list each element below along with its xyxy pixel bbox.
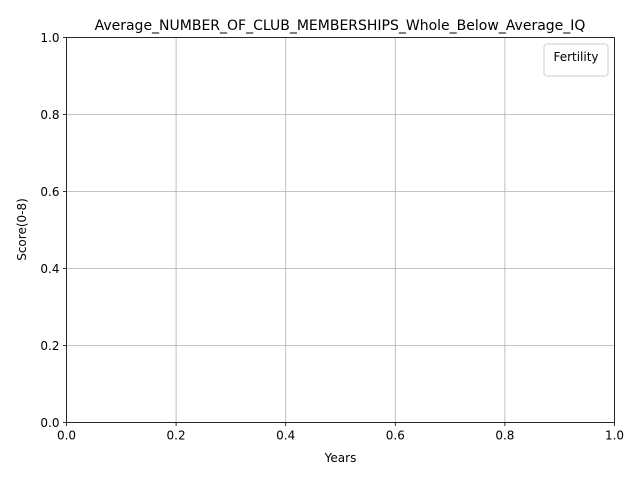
chart-title: Average_NUMBER_OF_CLUB_MEMBERSHIPS_Whole…	[95, 18, 586, 34]
plot-frame	[66, 37, 615, 423]
y-tick-label: 0.4	[40, 262, 59, 276]
x-tick-label: 1.0	[605, 429, 624, 443]
x-tick-label: 0.4	[276, 429, 295, 443]
legend-box	[543, 43, 609, 77]
y-tick-label: 0.2	[40, 339, 59, 353]
axes	[66, 37, 615, 423]
x-tick-label: 0.8	[495, 429, 514, 443]
y-tick-label: 0.0	[40, 416, 59, 430]
y-tick-label: 0.6	[40, 185, 59, 199]
y-tick-label: 0.8	[40, 108, 59, 122]
y-axis-title: Score(0-8)	[15, 198, 29, 261]
x-tick-label: 0.6	[386, 429, 405, 443]
grid	[66, 37, 615, 423]
x-tick-label: 0.0	[57, 429, 76, 443]
y-tick-label: 1.0	[40, 31, 59, 45]
legend: Fertility	[543, 43, 609, 77]
ticks: 0.0 0.2 0.4 0.6 0.8 1.0 0.0 0.2 0.4 0.6 0.8 1.0	[40, 31, 624, 443]
x-tick-label: 0.2	[167, 429, 186, 443]
legend-title: Fertility	[553, 50, 598, 64]
x-axis-title: Years	[324, 451, 357, 465]
